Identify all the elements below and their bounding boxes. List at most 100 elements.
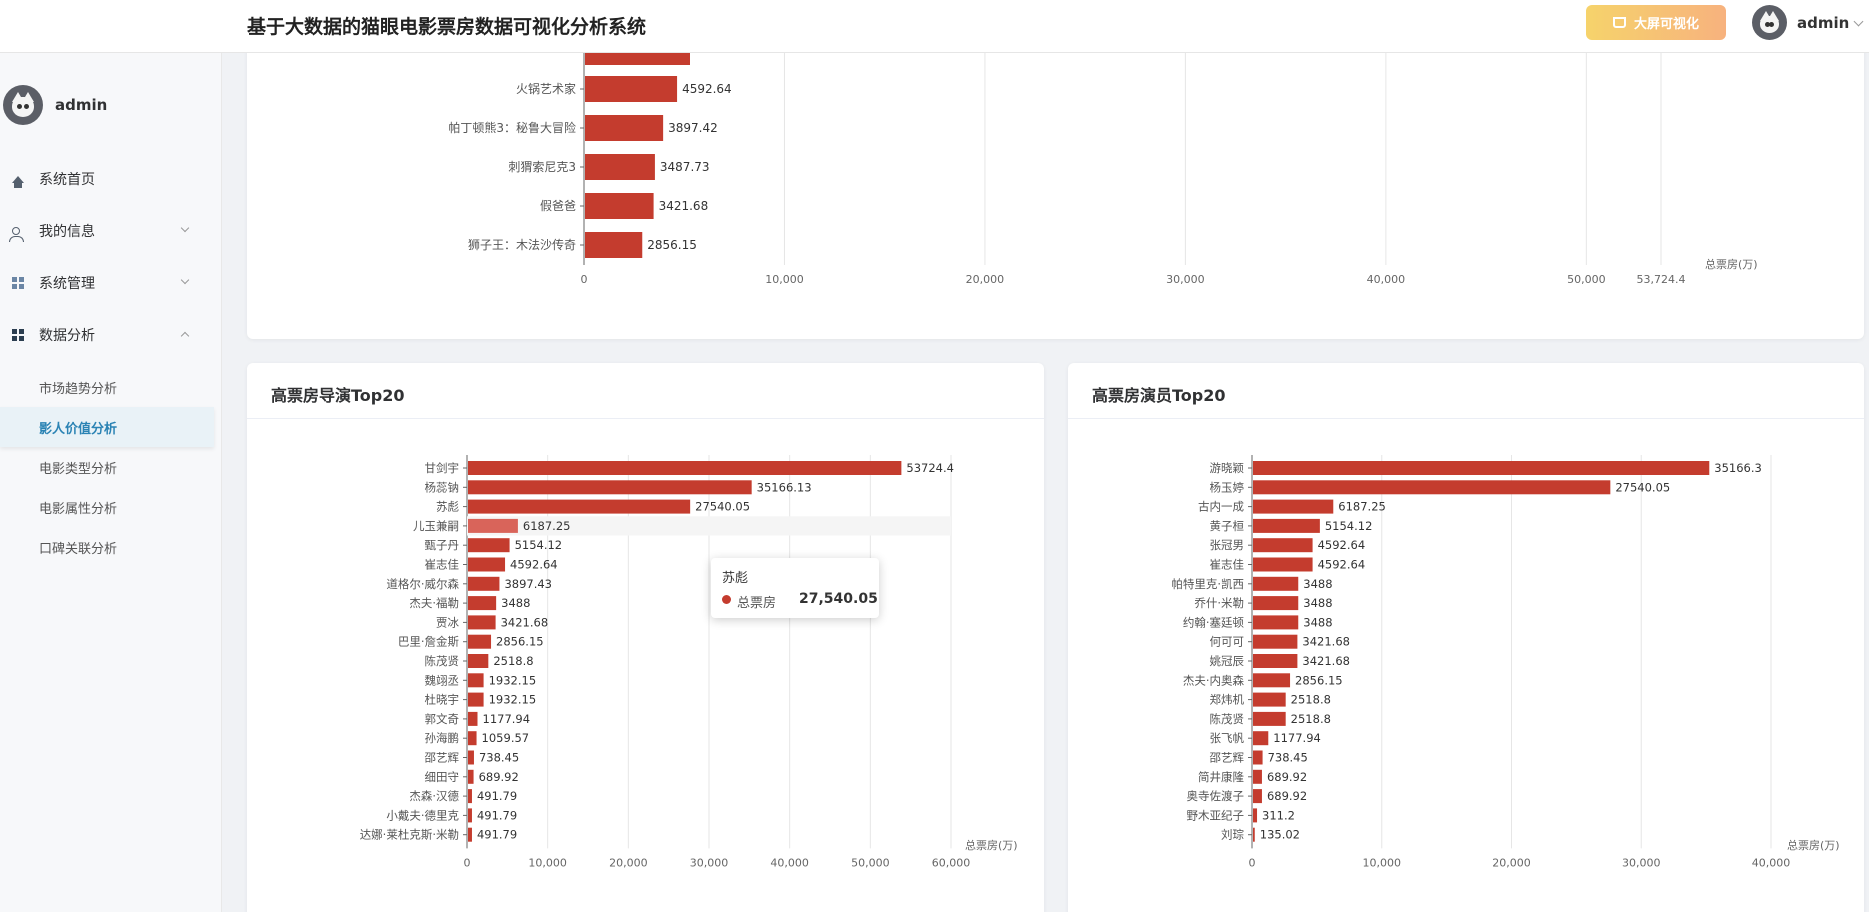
bar — [468, 827, 472, 842]
grid-icon — [12, 277, 24, 289]
bar — [585, 154, 655, 180]
grid-icon — [12, 329, 24, 341]
menu-item-data-analysis[interactable]: 数据分析 — [0, 315, 214, 355]
category-label: 刺猬索尼克3 — [508, 160, 576, 174]
category-label: 姚冠辰 — [1210, 654, 1245, 668]
x-tick-label: 0 — [464, 856, 471, 869]
value-label: 53724.4 — [906, 461, 954, 475]
axis-unit-label: 总票房(万) — [1787, 838, 1840, 852]
bigscreen-button[interactable]: 大屏可视化 — [1586, 5, 1726, 40]
bar — [468, 634, 492, 649]
category-label: 黄子桓 — [1210, 519, 1245, 533]
value-label: 491.79 — [477, 828, 517, 842]
bar — [1253, 731, 1269, 746]
value-label: 3488 — [501, 596, 530, 610]
submenu-reputation-analysis[interactable]: 口碑关联分析 — [0, 527, 214, 567]
x-tick-label: 50,000 — [1567, 273, 1606, 286]
bar — [468, 480, 752, 495]
value-label: 3897.43 — [504, 577, 552, 591]
tooltip-series-dot — [722, 595, 731, 604]
bar — [1253, 596, 1299, 611]
tooltip-series-name: 总票房 — [737, 596, 777, 611]
value-label: 6187.25 — [523, 519, 571, 533]
value-label: 1932.15 — [489, 693, 537, 707]
card-divider — [247, 418, 1044, 419]
submenu-attribute-analysis[interactable]: 电影属性分析 — [0, 487, 214, 527]
category-label: 崔志佳 — [425, 558, 460, 572]
x-tick-label: 10,000 — [765, 273, 804, 286]
value-label: 2856.15 — [647, 238, 697, 252]
actor-top20-card: 高票房演员Top20 0 10,000 20,000 30,000 40,000 总票房(… — [1068, 363, 1864, 912]
category-label: 火锅艺术家 — [516, 81, 576, 96]
x-tick-label: 40,000 — [770, 856, 809, 869]
bar — [1253, 769, 1262, 784]
value-label: 3421.68 — [1302, 635, 1350, 649]
category-label: 陈茂贤 — [425, 654, 460, 668]
bar — [1253, 538, 1313, 553]
hover-shadow — [467, 516, 951, 536]
cat-avatar-icon — [1752, 5, 1787, 40]
bar — [1253, 634, 1298, 649]
x-tick-label: 30,000 — [1622, 856, 1661, 869]
category-label: 帕丁顿熊3：秘鲁大冒险 — [448, 120, 576, 135]
x-tick-label: 10,000 — [1363, 856, 1402, 869]
value-label: 27540.05 — [695, 500, 750, 514]
chevron-down-icon[interactable] — [1853, 16, 1864, 27]
tooltip-value: 27,540.05 — [799, 591, 878, 607]
menu-item-system-admin[interactable]: 系统管理 — [0, 263, 214, 303]
card-divider — [1068, 418, 1864, 419]
header-username[interactable]: admin — [1797, 14, 1850, 32]
bar — [1253, 576, 1299, 591]
category-label: 简井康隆 — [1198, 770, 1244, 784]
movie-boxoffice-card: 0 10,000 20,000 30,000 40,000 50,000 53,724.4 总… — [247, 30, 1864, 339]
category-label: 郭文奇 — [425, 712, 460, 726]
value-label: 5154.12 — [1325, 519, 1373, 533]
category-label: 甘剑宇 — [425, 461, 460, 475]
value-label: 3421.68 — [659, 199, 709, 213]
bar — [1253, 615, 1299, 630]
value-label: 1932.15 — [489, 673, 537, 687]
category-label: 孙海鹏 — [425, 731, 460, 745]
category-label: 杰森·汉德 — [409, 789, 459, 803]
director-top20-chart: 0 10,000 20,000 30,000 40,000 50,000 60,000 总票房… — [360, 455, 1018, 869]
menu-item-my-info[interactable]: 我的信息 — [0, 211, 214, 251]
home-icon — [12, 175, 24, 188]
app-title: 基于大数据的猫眼电影票房数据可视化分析系统 — [247, 16, 647, 38]
bar — [468, 615, 496, 630]
header-avatar[interactable] — [1752, 5, 1787, 40]
category-label: 甄子丹 — [425, 538, 460, 552]
category-label: 张飞帆 — [1210, 731, 1245, 745]
value-label: 2518.8 — [493, 654, 533, 668]
menu-item-home[interactable]: 系统首页 — [0, 159, 214, 199]
bar — [468, 461, 902, 475]
bar — [468, 538, 510, 553]
category-label: 杰夫·福勒 — [409, 596, 459, 610]
category-label: 贾冰 — [436, 615, 459, 629]
sidebar: admin 系统首页 我的信息 系统管理 数据分析 市场趋势分析 影人价值分析 … — [0, 53, 222, 912]
submenu-genre-analysis[interactable]: 电影类型分析 — [0, 447, 214, 487]
category-label: 苏彪 — [436, 500, 459, 514]
value-label: 738.45 — [1268, 751, 1308, 765]
cat-avatar-icon — [3, 85, 43, 125]
category-label: 张冠男 — [1210, 538, 1245, 552]
category-label: 杨蕊钠 — [425, 480, 460, 494]
bar — [1253, 499, 1334, 514]
menu-label: 数据分析 — [39, 328, 95, 344]
submenu-label: 影人价值分析 — [39, 422, 118, 437]
submenu-label: 市场趋势分析 — [39, 382, 118, 397]
sidebar-username: admin — [55, 96, 108, 114]
submenu-market-trend[interactable]: 市场趋势分析 — [0, 367, 214, 407]
category-label: 魏翊丞 — [425, 673, 460, 687]
category-label: 奥寺佐渡子 — [1187, 789, 1245, 803]
value-label: 3421.68 — [1302, 654, 1350, 668]
x-tick-label: 60,000 — [932, 856, 971, 869]
bar — [468, 750, 474, 765]
x-tick-label: 0 — [1249, 856, 1256, 869]
value-label: 689.92 — [479, 770, 519, 784]
category-label: 邵艺辉 — [425, 751, 460, 765]
category-label: 道格尔·威尔森 — [386, 577, 459, 591]
category-label: 杨玉婷 — [1210, 480, 1245, 494]
bar — [468, 654, 489, 668]
submenu-people-value[interactable]: 影人价值分析 — [0, 407, 214, 447]
bar — [468, 711, 478, 726]
